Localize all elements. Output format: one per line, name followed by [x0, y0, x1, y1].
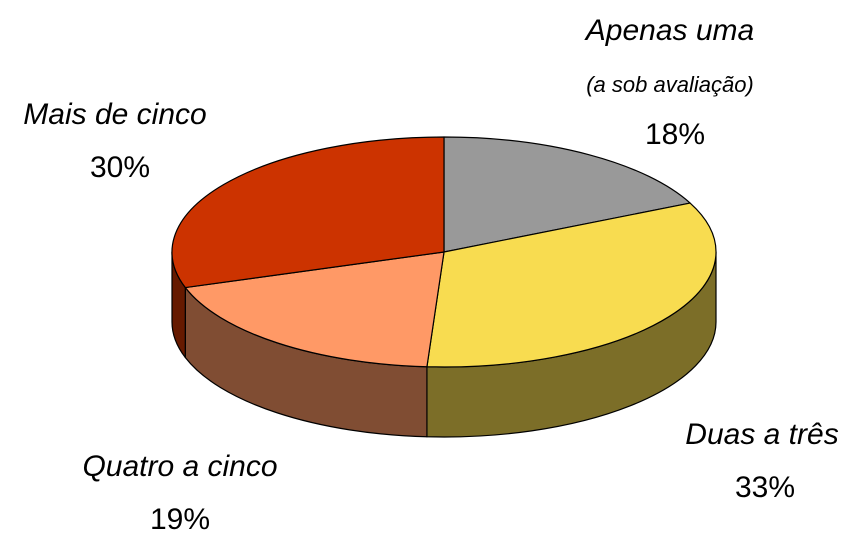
value-label: 30% — [90, 151, 150, 184]
slice — [184, 251, 445, 368]
slice-label: Quatro a cinco — [82, 450, 277, 483]
slice-label: Mais de cinco — [23, 98, 206, 131]
value-label: 18% — [645, 118, 705, 151]
slice — [443, 136, 691, 253]
slice-label: Apenas uma — [584, 14, 754, 47]
annotation: (a sob avaliação) — [586, 72, 754, 97]
value-label: 33% — [735, 471, 795, 504]
value-label: 19% — [150, 503, 210, 536]
slice — [426, 202, 717, 368]
slice-label: Duas a três — [685, 418, 838, 451]
slice — [171, 136, 445, 289]
